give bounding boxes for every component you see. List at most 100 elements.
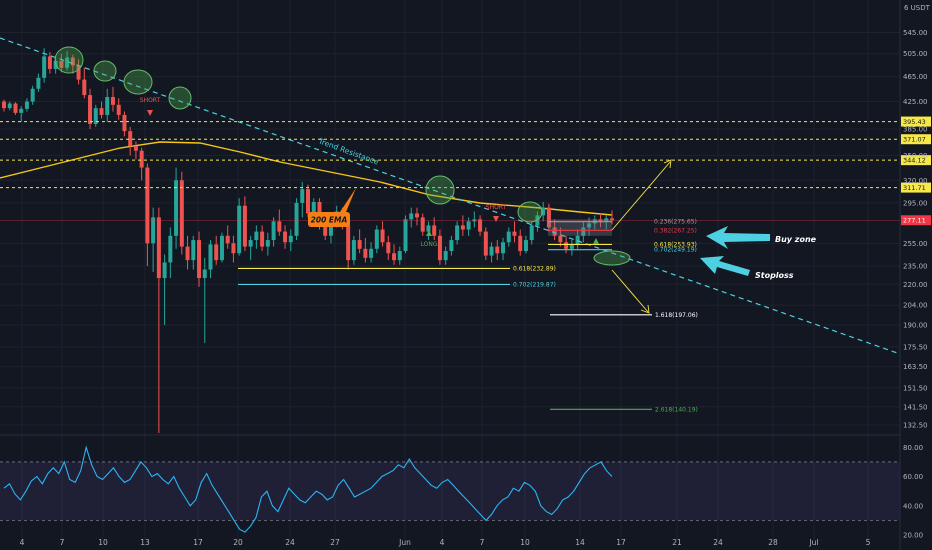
price-tag-box [901,215,931,226]
candle-body [529,225,534,241]
x-tick-label: 7 [60,538,65,547]
projection-arrowhead-up [663,159,672,169]
candle-body [357,240,362,249]
currency-label: 6 USDT [904,4,931,12]
rsi-tick-label: 80.00 [903,444,923,452]
x-tick-label: 17 [616,538,626,547]
candle-body [558,235,563,243]
candle-body [191,240,196,261]
x-tick-label: 4 [440,538,445,547]
candle-body [88,95,93,124]
candle-body [122,114,127,132]
price-tick-label: 465.00 [903,73,928,81]
candle-body [374,229,379,249]
candle-body [99,108,104,115]
candle-body [460,225,465,230]
price-tag-box [901,182,931,193]
candle-body [546,207,551,228]
candle-body [466,221,471,230]
rsi-pane [0,445,900,533]
x-tick-label: 21 [672,538,682,547]
candle-body [47,56,52,69]
rsi-tick-label: 40.00 [903,502,923,510]
candle-body [2,101,6,109]
candle-body [151,217,156,244]
candle-body [552,227,557,236]
candle-body [242,205,247,247]
price-tick-label: 151.50 [903,384,928,392]
candle-body [254,231,259,241]
candle-body [523,240,528,252]
projection-arrow-down [611,269,649,313]
long-signal-marker [426,230,432,236]
candle-body [13,103,18,113]
candle-body [323,225,328,236]
candle-body [351,240,356,261]
candle-body [443,251,448,261]
candle-body [225,235,230,244]
price-tick-label: 425.00 [903,98,928,106]
x-tick-label: 14 [575,538,585,547]
long-signal-marker [593,238,599,244]
candle-body [202,269,207,279]
candle-body [59,60,64,68]
candle-body [346,225,351,261]
candle-body [489,246,494,256]
candle-body [564,242,569,249]
x-tick-label: 28 [768,538,778,547]
candle-body [506,231,511,243]
price-tag-box [901,134,931,145]
price-tick-label: 190.00 [903,321,928,329]
price-tick-label: 320.00 [903,177,928,185]
candle-body [168,235,173,263]
fib-level-label: 0.702(219.87) [513,281,556,288]
price-tag-label: 371.07 [903,136,926,144]
candle-body [277,221,282,232]
short-signal-label: SHORT [140,97,161,104]
x-tick-label: 13 [140,538,150,547]
price-tag-label: 277.11 [903,217,926,225]
candle-body [569,244,574,249]
ema-callout-label: 200 EMA [311,216,348,225]
candle-body [432,225,437,236]
price-tag-label: 344.12 [903,157,926,165]
stoploss-label: Stoploss [755,271,794,280]
swing-marker-ellipse [517,201,543,223]
candle-body [231,243,236,254]
short-signal-marker [147,110,153,116]
short-signal-label: SHORT [486,204,507,211]
price-tick-label: 545.00 [903,29,928,37]
x-tick-label: Jun [398,538,411,547]
candle-body [294,202,299,236]
candle-body [156,217,161,279]
x-tick-label: Jul [808,538,818,547]
price-tag-label: 395.43 [903,118,926,126]
rsi-band-fill [0,461,900,521]
candle-body [604,218,609,222]
candle-body [501,242,506,254]
rsi-tick-label: 20.00 [903,532,923,540]
ema-callout-pointer [340,188,356,212]
candle-body [93,108,98,124]
fib-level-label: 1.618(197.06) [655,312,698,319]
price-tick-label: 350.00 [903,152,928,160]
swing-marker-ellipse [593,250,631,266]
fib-level-label: 0.702(249.19) [654,247,697,254]
fib-level-label: 2.618(140.19) [655,406,698,413]
x-tick-label: 5 [866,538,871,547]
candle-body [288,235,293,243]
fib-level-label: 0.618(232.89) [513,265,556,272]
candle-body [24,101,29,109]
price-tag-label: 311.71 [903,184,926,192]
candle-body [587,223,592,228]
candle-body [610,218,614,221]
price-tick-label: 163.50 [903,363,928,371]
candle-body [478,219,483,232]
fib-level-label: 0.382(267.25) [654,227,697,234]
candle-body [76,65,81,80]
fib-level-label: 0.618(253.93) [654,241,697,248]
candle-body [197,240,202,279]
swing-marker-ellipse [168,86,192,110]
candle-body [128,131,133,147]
